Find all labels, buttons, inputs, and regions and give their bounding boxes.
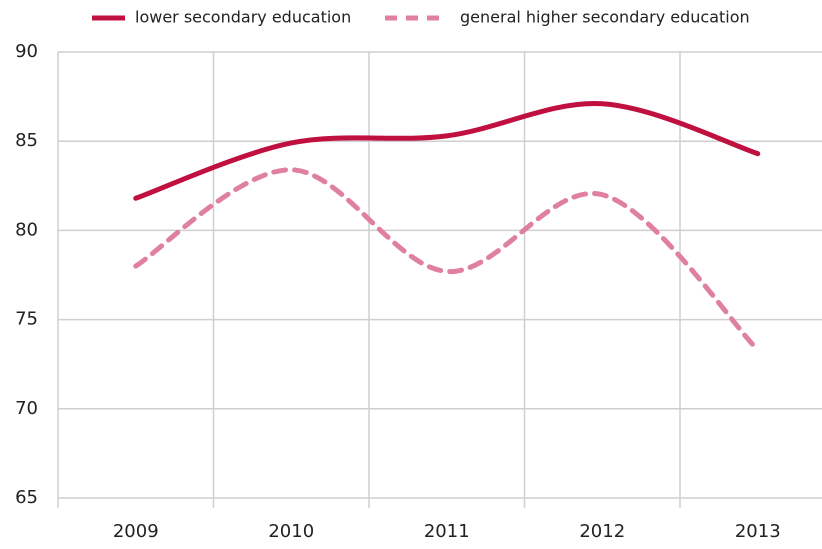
legend-label: lower secondary education bbox=[135, 8, 351, 27]
y-tick-label: 65 bbox=[15, 487, 38, 508]
x-tick-label: 2009 bbox=[113, 521, 159, 542]
y-tick-label: 80 bbox=[15, 219, 38, 240]
x-tick-label: 2011 bbox=[424, 521, 470, 542]
x-tick-label: 2010 bbox=[268, 521, 314, 542]
y-tick-label: 75 bbox=[15, 309, 38, 330]
y-tick-label: 90 bbox=[15, 41, 38, 62]
x-tick-label: 2012 bbox=[579, 521, 625, 542]
series-line bbox=[133, 167, 761, 353]
series-line bbox=[133, 101, 761, 201]
x-tick-label: 2013 bbox=[735, 521, 781, 542]
y-tick-label: 85 bbox=[15, 130, 38, 151]
legend-label: general higher secondary education bbox=[460, 8, 750, 27]
y-tick-label: 70 bbox=[15, 398, 38, 419]
